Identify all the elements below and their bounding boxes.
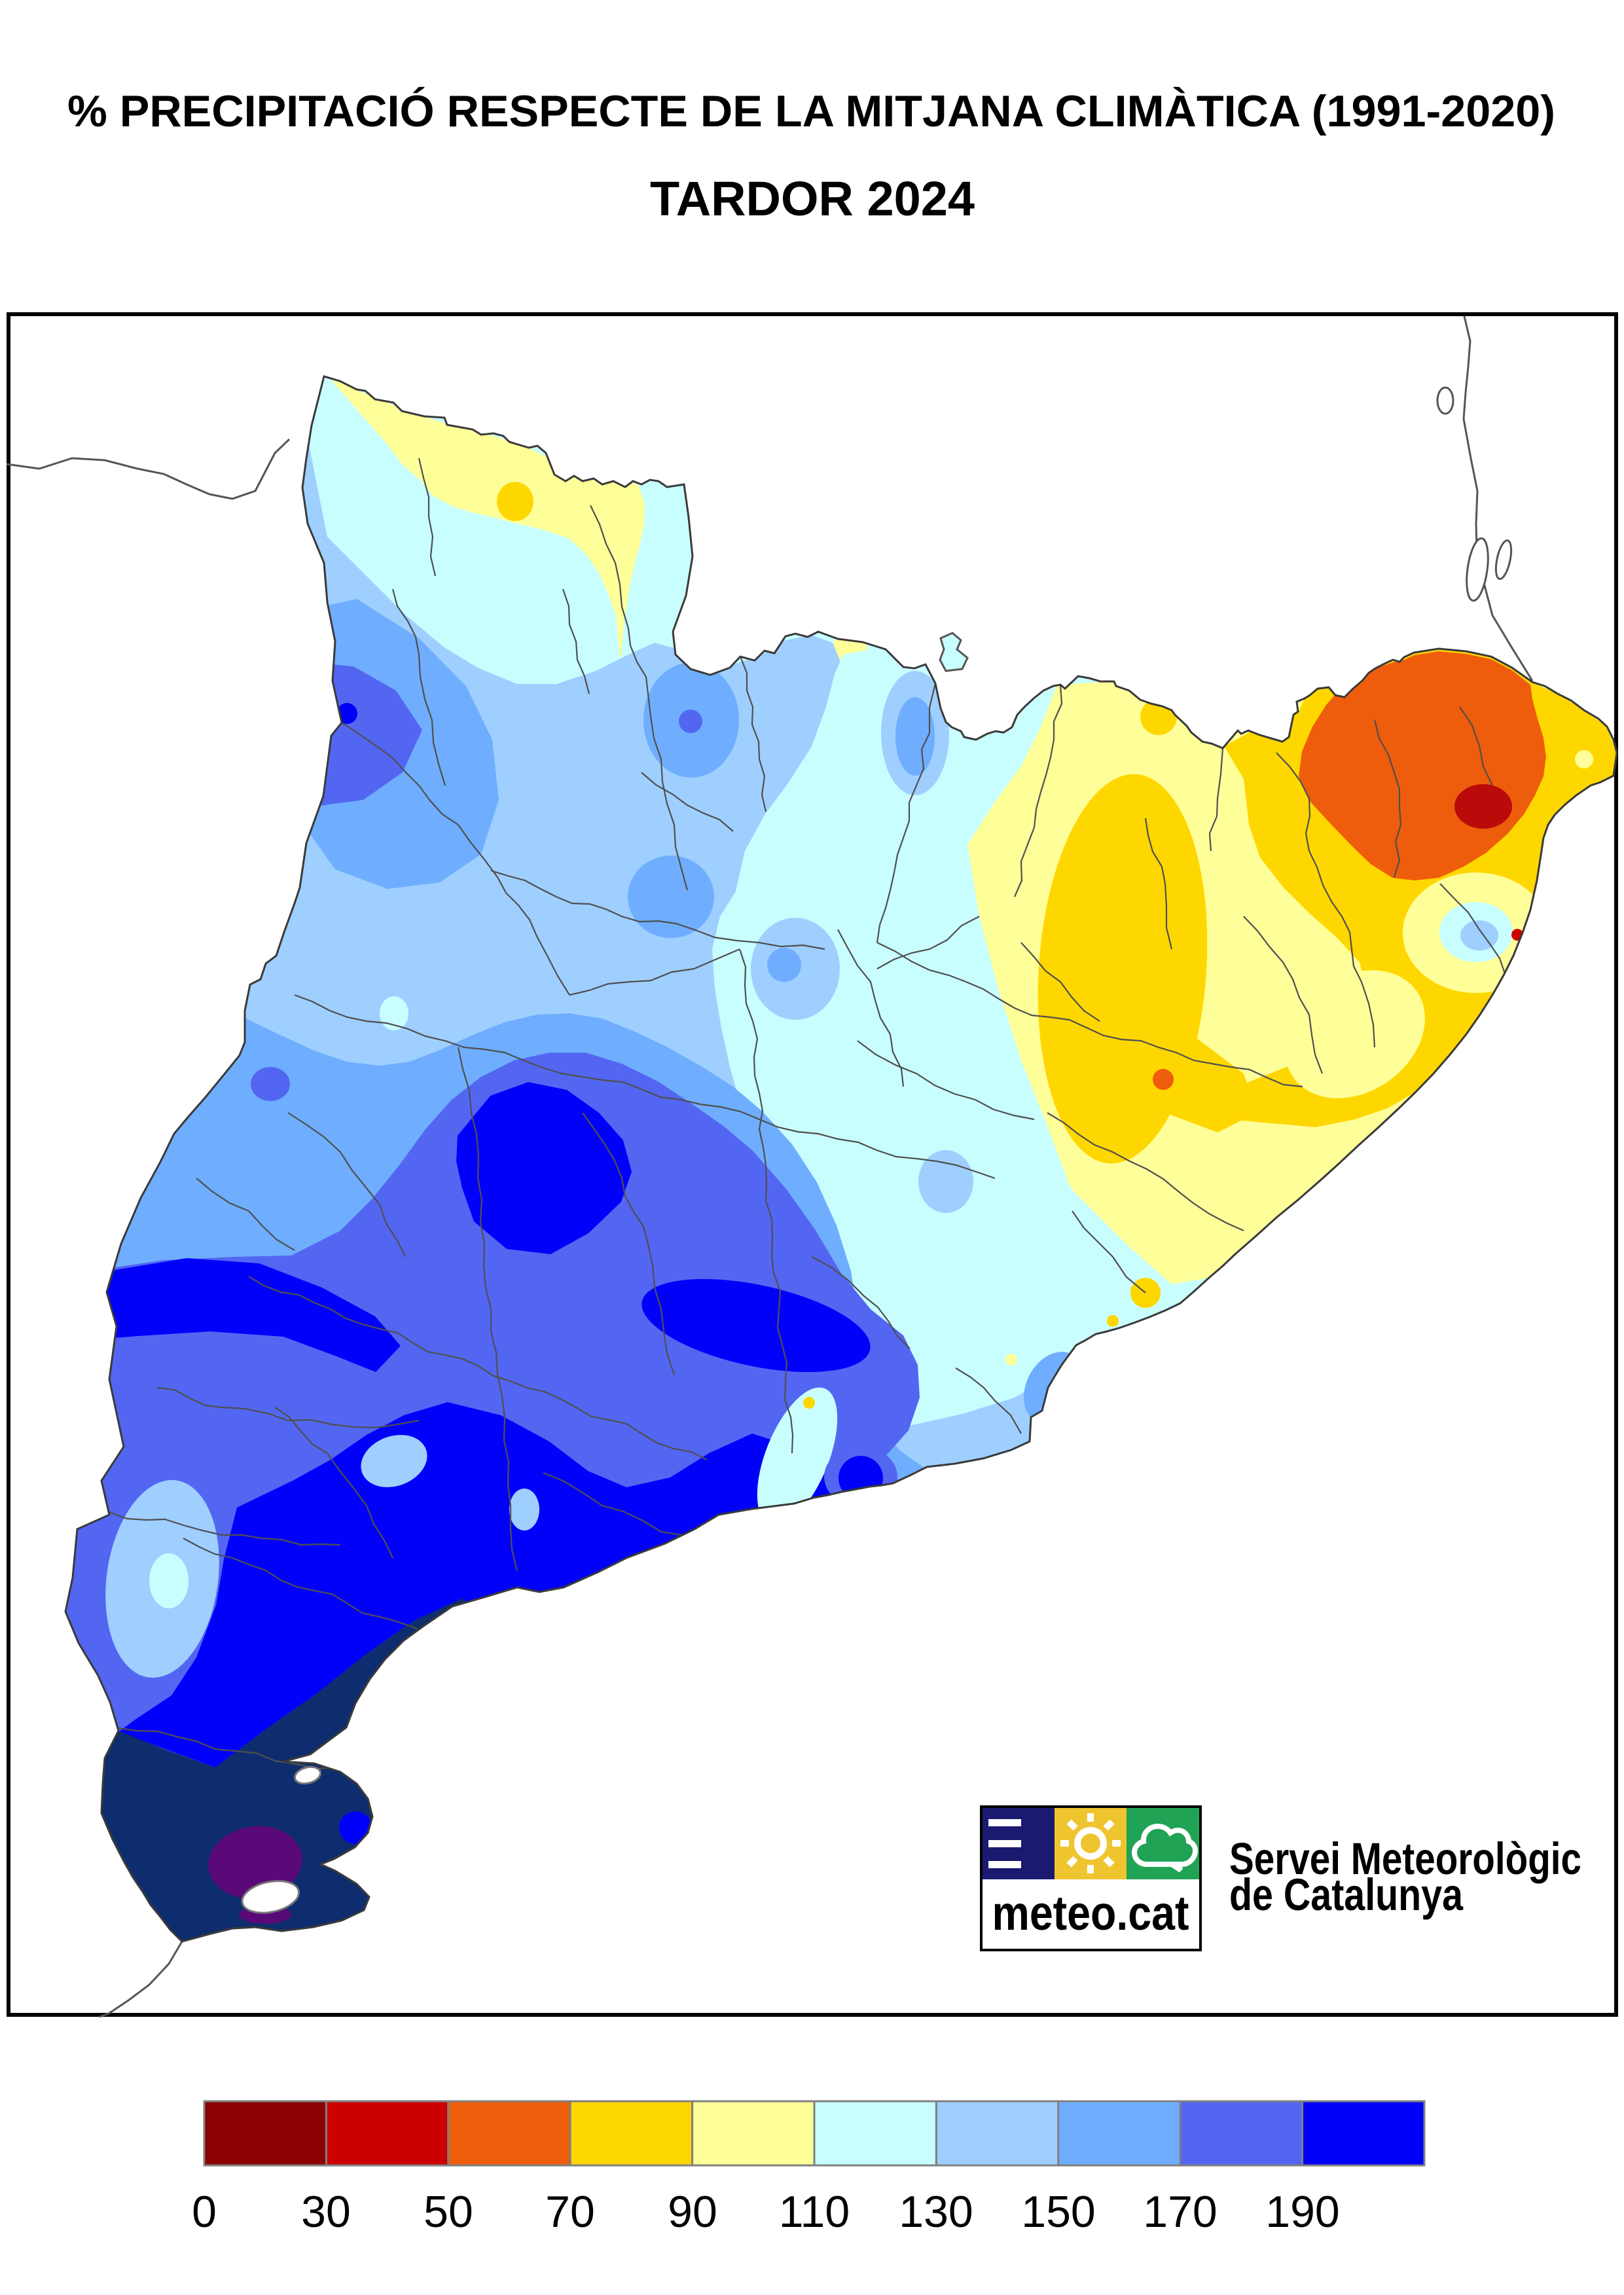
svg-text:meteo.cat: meteo.cat [992,1886,1189,1940]
svg-text:de Catalunya: de Catalunya [1229,1870,1464,1920]
svg-text:TARDOR 2024: TARDOR 2024 [650,172,975,226]
svg-text:70: 70 [545,2187,595,2237]
svg-text:Servei Meteorològic: Servei Meteorològic [1229,1834,1581,1884]
svg-text:30: 30 [301,2187,351,2237]
svg-text:110: 110 [779,2187,850,2237]
svg-text:0: 0 [192,2187,217,2237]
svg-text:90: 90 [668,2187,717,2237]
svg-text:170: 170 [1143,2187,1217,2237]
svg-text:50: 50 [424,2187,473,2237]
svg-text:% PRECIPITACIÓ RESPECTE DE LA: % PRECIPITACIÓ RESPECTE DE LA MITJANA CL… [67,86,1555,136]
svg-text:130: 130 [899,2187,973,2237]
svg-text:190: 190 [1265,2187,1339,2237]
svg-text:150: 150 [1021,2187,1095,2237]
